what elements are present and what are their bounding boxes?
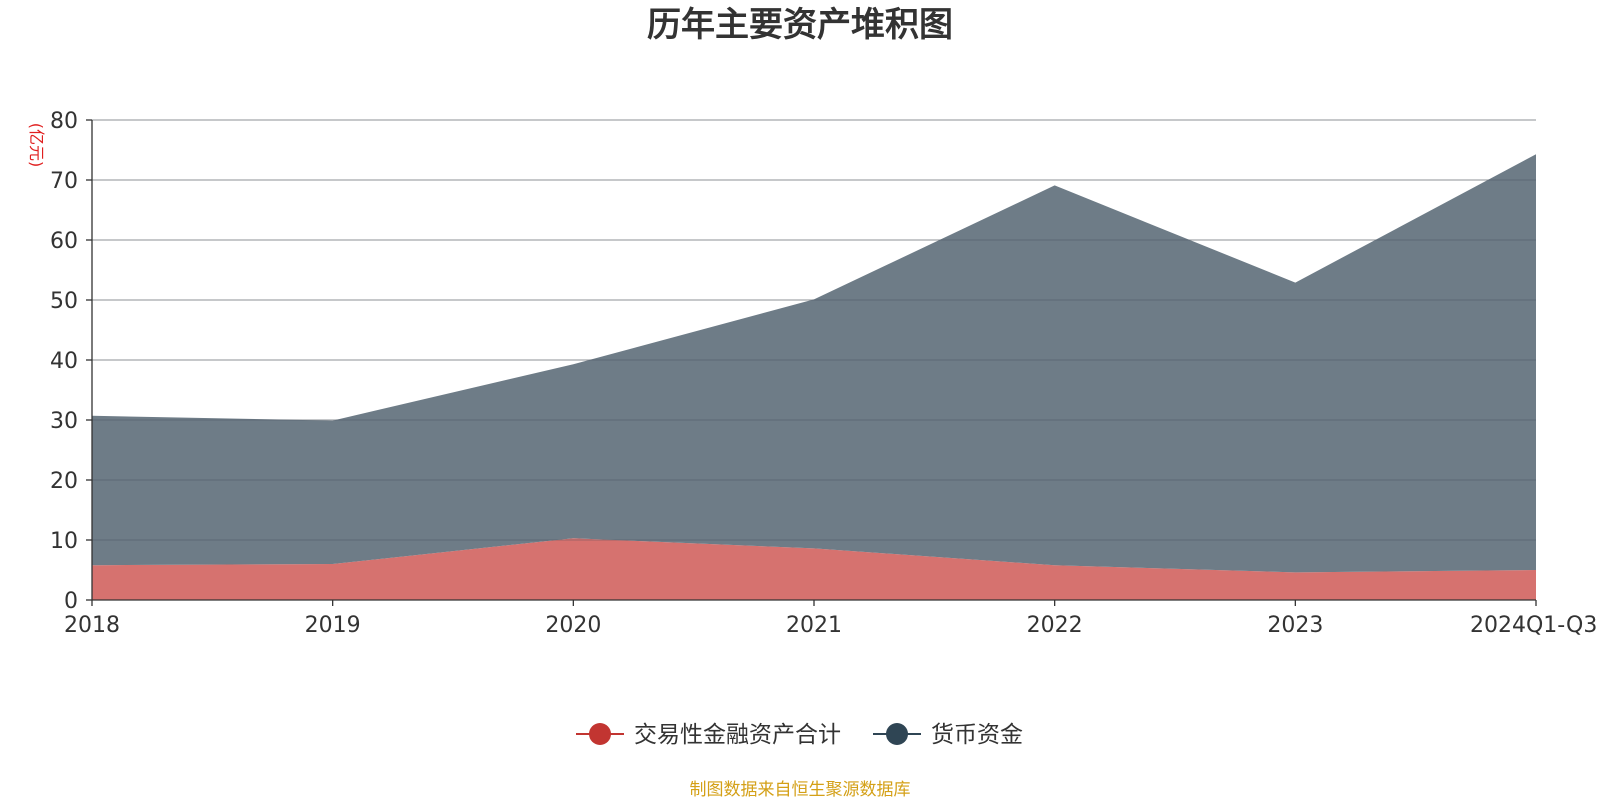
y-tick-label: 20 [50, 469, 78, 494]
area-series-1 [92, 538, 1536, 600]
x-tick-label: 2021 [786, 613, 842, 638]
y-tick-label: 0 [64, 589, 78, 614]
source-note: 制图数据来自恒生聚源数据库 [690, 780, 911, 800]
y-tick-label: 50 [50, 289, 78, 314]
y-tick-label: 30 [50, 409, 78, 434]
chart-title: 历年主要资产堆积图 [647, 5, 953, 45]
legend-label: 交易性金融资产合计 [634, 722, 841, 748]
x-tick-label: 2023 [1267, 613, 1323, 638]
x-tick-label: 2018 [64, 613, 120, 638]
y-tick-label: 60 [50, 229, 78, 254]
legend-item-1[interactable]: 交易性金融资产合计 [576, 722, 841, 748]
legend: 交易性金融资产合计 货币资金 [576, 722, 1023, 748]
x-tick-label: 2024Q1-Q3 [1470, 613, 1597, 638]
y-tick-label: 80 [50, 109, 78, 134]
axes: 0 10 20 30 40 50 60 70 80 2018 2019 2020 2021 2022 202… [50, 109, 1597, 638]
x-tick-label: 2022 [1027, 613, 1083, 638]
y-tick-label: 40 [50, 349, 78, 374]
area-series-layer [92, 119, 1536, 600]
x-tick-label: 2020 [545, 613, 601, 638]
area-series-2 [92, 154, 1536, 573]
x-tick-label: 2019 [305, 613, 361, 638]
y-tick-label: 70 [50, 169, 78, 194]
y-tick-label: 10 [50, 529, 78, 554]
legend-circle-icon [886, 723, 908, 745]
legend-circle-icon [589, 723, 611, 745]
legend-label: 货币资金 [931, 722, 1023, 748]
legend-item-2[interactable]: 货币资金 [873, 722, 1023, 748]
y-axis-label: (亿元) [27, 123, 46, 168]
